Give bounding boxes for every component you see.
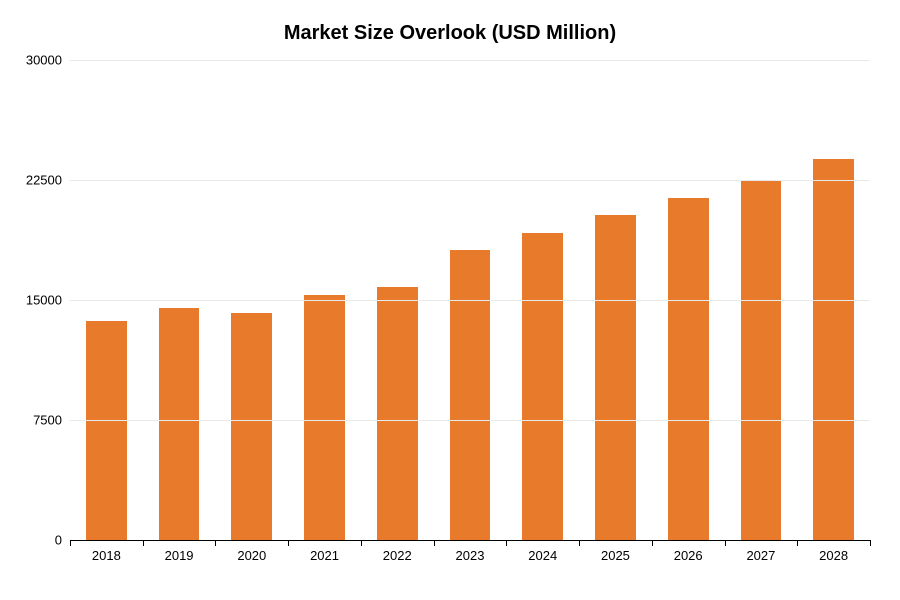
- bar: [741, 180, 782, 540]
- x-tick: [361, 540, 362, 546]
- x-tick-label: 2021: [310, 540, 339, 563]
- bar: [377, 287, 418, 540]
- x-tick-label: 2023: [456, 540, 485, 563]
- x-tick-label: 2018: [92, 540, 121, 563]
- bar: [159, 308, 200, 540]
- bar: [304, 295, 345, 540]
- x-tick: [870, 540, 871, 546]
- gridline: [70, 60, 870, 61]
- x-tick-label: 2024: [528, 540, 557, 563]
- x-tick-label: 2020: [237, 540, 266, 563]
- gridline: [70, 420, 870, 421]
- bar: [522, 233, 563, 540]
- x-tick: [797, 540, 798, 546]
- x-tick-label: 2026: [674, 540, 703, 563]
- y-tick-label: 15000: [26, 293, 70, 308]
- x-tick-label: 2027: [746, 540, 775, 563]
- x-tick: [652, 540, 653, 546]
- bar: [668, 198, 709, 540]
- bar: [86, 321, 127, 540]
- x-tick: [70, 540, 71, 546]
- x-tick: [288, 540, 289, 546]
- y-tick-label: 7500: [33, 413, 70, 428]
- y-tick-label: 0: [55, 533, 70, 548]
- x-tick: [579, 540, 580, 546]
- y-tick-label: 30000: [26, 53, 70, 68]
- x-tick-label: 2019: [165, 540, 194, 563]
- x-tick-label: 2022: [383, 540, 412, 563]
- y-tick-label: 22500: [26, 173, 70, 188]
- x-tick: [143, 540, 144, 546]
- plot-area: 0750015000225003000020182019202020212022…: [70, 60, 870, 540]
- market-size-chart: Market Size Overlook (USD Million) 07500…: [0, 0, 900, 600]
- x-tick-label: 2025: [601, 540, 630, 563]
- x-tick-label: 2028: [819, 540, 848, 563]
- bar: [231, 313, 272, 540]
- bar: [450, 250, 491, 540]
- gridline: [70, 180, 870, 181]
- bar: [595, 215, 636, 540]
- gridline: [70, 300, 870, 301]
- x-tick: [215, 540, 216, 546]
- bar: [813, 159, 854, 540]
- x-tick: [725, 540, 726, 546]
- x-tick: [506, 540, 507, 546]
- chart-title: Market Size Overlook (USD Million): [0, 22, 900, 45]
- x-tick: [434, 540, 435, 546]
